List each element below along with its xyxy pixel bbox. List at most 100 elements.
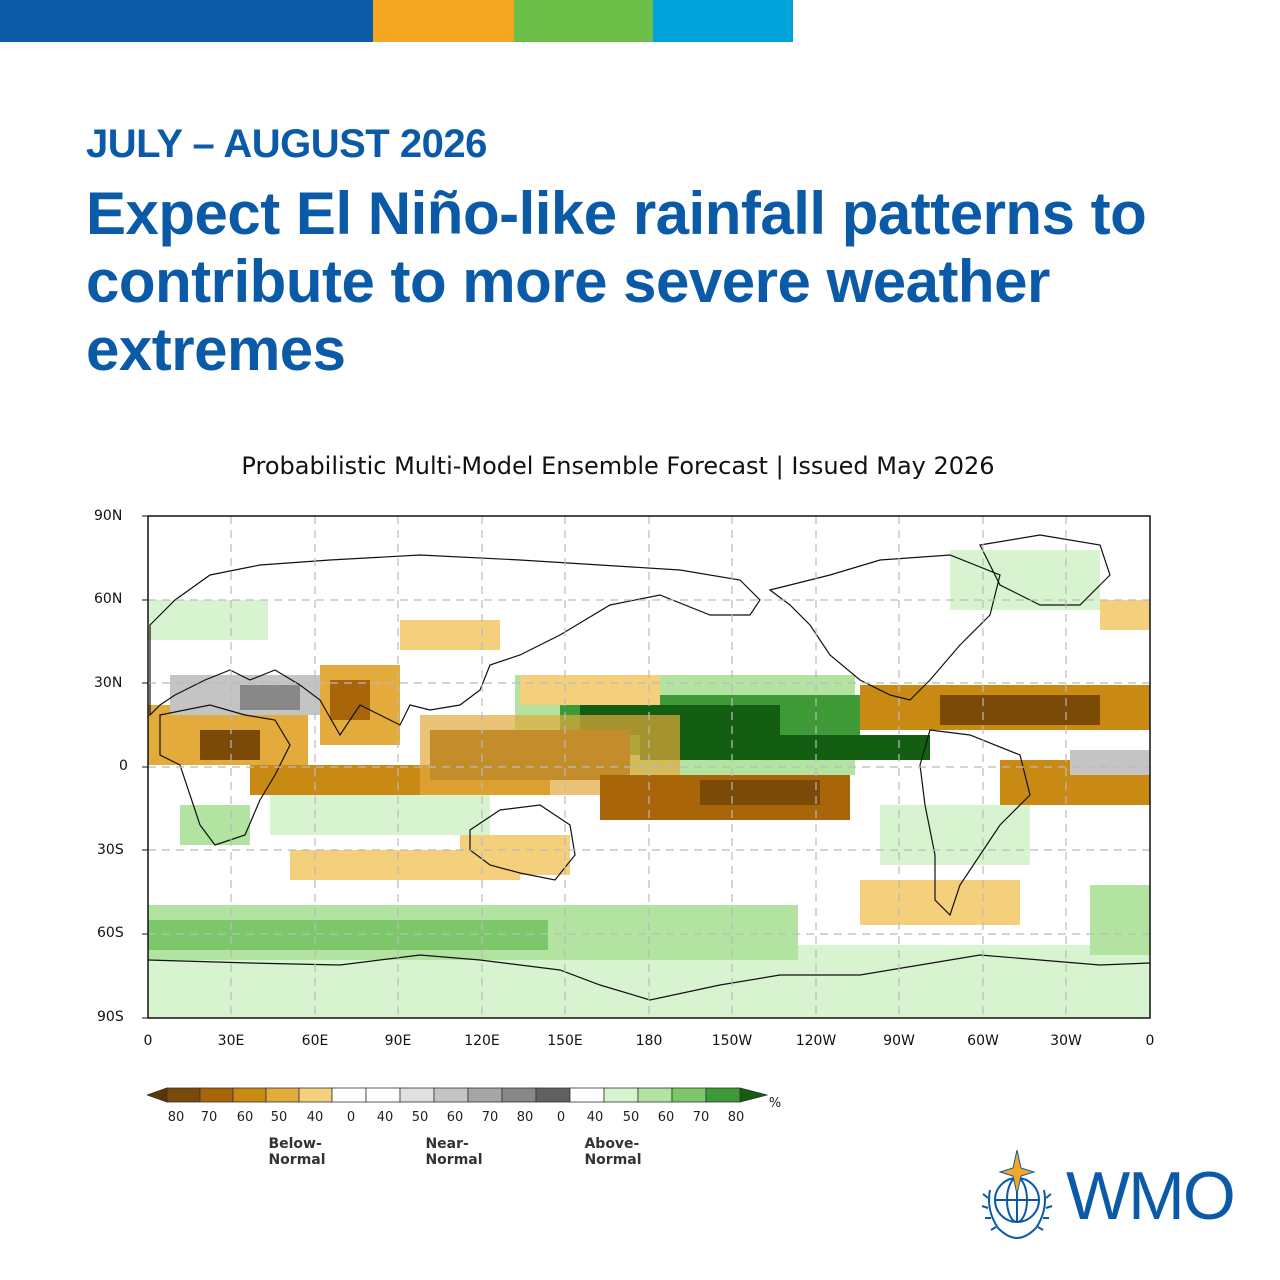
legend-swatch-wet-70 bbox=[705, 1087, 741, 1103]
lat-label-60n: 60N bbox=[94, 591, 123, 607]
legend-tick: 70 bbox=[200, 1110, 218, 1125]
region-indian-ocean-wet bbox=[270, 795, 490, 835]
legend-tick: 0 bbox=[556, 1110, 566, 1125]
lon-label-0-left: 0 bbox=[143, 1033, 153, 1049]
region-s-america-wet bbox=[880, 805, 1030, 865]
lat-label-30n: 30N bbox=[94, 675, 123, 691]
region-india-dry-core bbox=[330, 680, 370, 720]
region-n-pacific-dry bbox=[520, 675, 660, 705]
region-atlantic-normal bbox=[1070, 750, 1150, 775]
legend-tick: 70 bbox=[481, 1110, 499, 1125]
legend-swatch-normal-60 bbox=[467, 1087, 503, 1103]
region-greenland-wet bbox=[950, 550, 1100, 610]
legend-tick: 80 bbox=[516, 1110, 534, 1125]
legend-tick: 60 bbox=[446, 1110, 464, 1125]
region-se-pacific-dry bbox=[860, 880, 1020, 925]
lat-label-90s: 90S bbox=[97, 1009, 124, 1025]
legend-tick: 50 bbox=[622, 1110, 640, 1125]
greenland-outline bbox=[979, 534, 1111, 606]
africa-outline bbox=[159, 704, 291, 846]
eurasia-outline bbox=[149, 554, 761, 737]
legend-swatch-wet-40 bbox=[603, 1087, 639, 1103]
map-title: Probabilistic Multi-Model Ensemble Forec… bbox=[241, 452, 995, 480]
legend-tick: 70 bbox=[692, 1110, 710, 1125]
legend-colorbar bbox=[147, 1087, 769, 1103]
legend-swatch-wet-60 bbox=[671, 1087, 707, 1103]
north-america-outline bbox=[768, 554, 1001, 701]
legend-swatch-normal-80 bbox=[535, 1087, 571, 1103]
lon-label-0-right: 0 bbox=[1145, 1033, 1155, 1049]
legend-tick: 40 bbox=[586, 1110, 604, 1125]
legend-tick: 0 bbox=[346, 1110, 356, 1125]
south-america-outline bbox=[919, 729, 1031, 917]
wmo-wordmark: WMO bbox=[1066, 1158, 1236, 1234]
lon-label-180: 180 bbox=[635, 1033, 663, 1049]
legend-swatch-normal-0 bbox=[365, 1087, 401, 1103]
legend-swatch-dry-60 bbox=[232, 1087, 267, 1103]
probability-field bbox=[148, 516, 1150, 1018]
lat-ticks bbox=[142, 515, 148, 1019]
bar-blue bbox=[0, 0, 373, 42]
lon-label-90e: 90E bbox=[384, 1033, 412, 1049]
region-s-atlantic-wet bbox=[1090, 885, 1150, 955]
region-pacific-wet-core-2 bbox=[640, 735, 930, 760]
legend-tick: 40 bbox=[306, 1110, 324, 1125]
legend-swatch-wet-50 bbox=[637, 1087, 673, 1103]
region-africa-dry-core bbox=[200, 730, 260, 760]
region-n-atlantic-dry bbox=[1100, 600, 1150, 630]
region-s-africa-wet bbox=[180, 805, 250, 845]
legend-swatch-normal-40 bbox=[399, 1087, 435, 1103]
region-china-dry bbox=[400, 620, 500, 650]
lon-label-30w: 30W bbox=[1050, 1033, 1082, 1049]
legend-tick: 50 bbox=[270, 1110, 288, 1125]
legend-tick: 40 bbox=[376, 1110, 394, 1125]
bar-cyan bbox=[653, 0, 793, 42]
lon-label-90w: 90W bbox=[883, 1033, 915, 1049]
legend-unit: % bbox=[768, 1096, 782, 1111]
lat-label-30s: 30S bbox=[97, 842, 124, 858]
legend-tick: 80 bbox=[167, 1110, 185, 1125]
wmo-logo: WMO bbox=[976, 1150, 1236, 1242]
region-s-pacific-dry-core bbox=[700, 780, 820, 805]
legend-tick: 60 bbox=[657, 1110, 675, 1125]
lat-label-90n: 90N bbox=[94, 508, 123, 524]
legend-tick: 50 bbox=[411, 1110, 429, 1125]
legend-swatch-dry-80 bbox=[166, 1087, 201, 1103]
legend-swatch-dry-50 bbox=[265, 1087, 300, 1103]
lon-label-150e: 150E bbox=[547, 1033, 583, 1049]
lon-label-120e: 120E bbox=[464, 1033, 500, 1049]
lon-label-60w: 60W bbox=[967, 1033, 999, 1049]
brand-color-bar bbox=[0, 0, 793, 42]
lat-label-0: 0 bbox=[119, 758, 128, 774]
legend-swatch-dry-0 bbox=[331, 1087, 367, 1103]
legend-swatch-normal-70 bbox=[501, 1087, 537, 1103]
map-canvas bbox=[142, 515, 1151, 1019]
lon-label-60e: 60E bbox=[301, 1033, 329, 1049]
region-europe-wet bbox=[148, 600, 268, 640]
legend-swatch-wet-0 bbox=[569, 1087, 605, 1103]
lon-label-150w: 150W bbox=[711, 1033, 753, 1049]
region-south-wet-core bbox=[148, 920, 548, 950]
headline: Expect El Niño-like rainfall patterns to… bbox=[86, 180, 1147, 383]
forecast-period: JULY – AUGUST 2026 bbox=[86, 122, 487, 166]
bar-orange bbox=[373, 0, 514, 42]
legend-swatch-dry-70 bbox=[199, 1087, 234, 1103]
legend-above-normal: Above-Normal bbox=[584, 1136, 642, 1168]
legend-arrow-dry bbox=[147, 1087, 168, 1103]
antarctica-outline bbox=[148, 954, 1150, 1001]
lon-label-120w: 120W bbox=[795, 1033, 837, 1049]
lat-label-60s: 60S bbox=[97, 925, 124, 941]
legend-near-normal: Near-Normal bbox=[425, 1136, 483, 1168]
legend-swatch-normal-50 bbox=[433, 1087, 469, 1103]
region-middle-east-normal-core bbox=[240, 685, 300, 710]
legend-tick: 80 bbox=[727, 1110, 745, 1125]
region-s-indian-dry bbox=[290, 850, 520, 880]
region-caribbean-dry bbox=[940, 695, 1100, 725]
legend-tick: 60 bbox=[236, 1110, 254, 1125]
wmo-emblem-icon bbox=[981, 1150, 1053, 1239]
legend-swatch-dry-40 bbox=[298, 1087, 333, 1103]
bar-green bbox=[514, 0, 653, 42]
lon-label-30e: 30E bbox=[217, 1033, 245, 1049]
legend-below-normal: Below-Normal bbox=[268, 1136, 326, 1168]
legend-arrow-wet bbox=[739, 1087, 769, 1103]
